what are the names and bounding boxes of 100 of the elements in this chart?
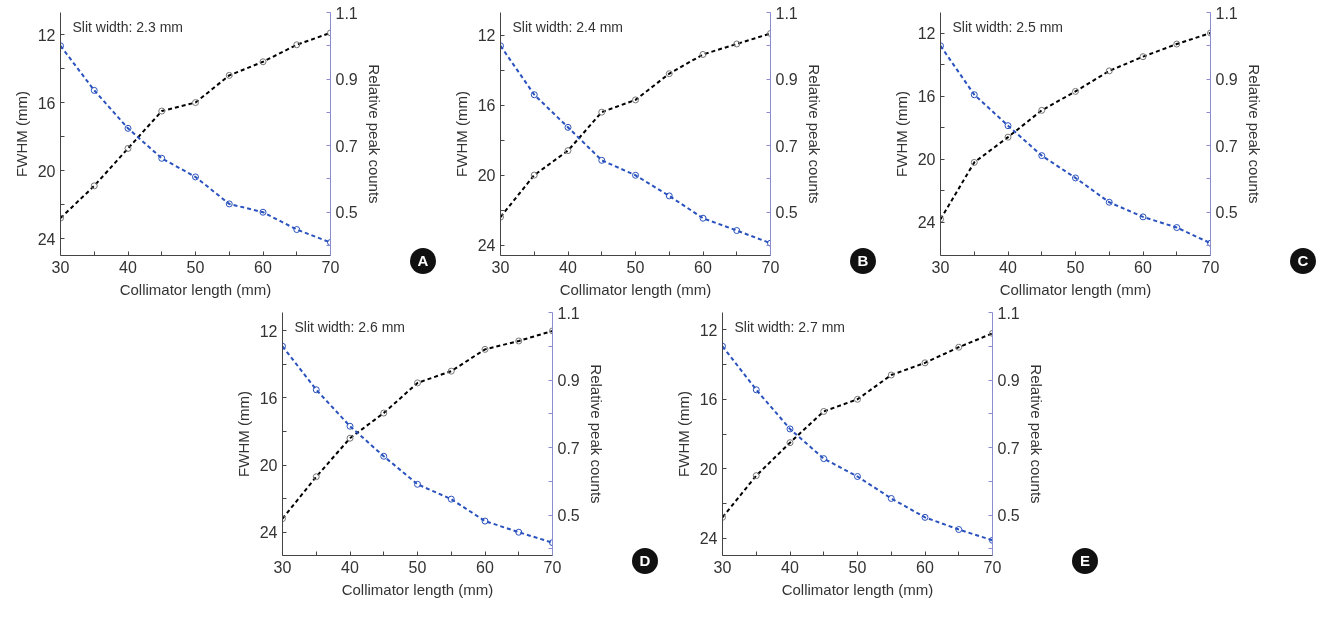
point (530, 91, 538, 99)
point (90, 86, 98, 94)
y2-tick-label: 1.1 (997, 304, 1020, 322)
annotation: Slit width: 2.5 mm (952, 18, 1063, 35)
y-tick-label: 12 (477, 27, 496, 45)
x-tick-label: 40 (999, 258, 1017, 276)
point (1004, 122, 1012, 130)
y-tick-label: 16 (37, 94, 56, 112)
point (447, 495, 455, 503)
y2-tick-label: 1.1 (1215, 4, 1238, 22)
point (1038, 152, 1046, 160)
y2-tick-label: 1.1 (335, 4, 358, 22)
point (380, 452, 388, 460)
point (970, 91, 978, 99)
text: C (1297, 251, 1309, 271)
point (192, 173, 199, 181)
x-tick-label: 30 (931, 258, 950, 276)
point (1173, 224, 1181, 232)
x-tick-label: 30 (491, 258, 510, 276)
x-tick-label: 40 (559, 258, 577, 276)
x-tick-label: 60 (476, 558, 494, 576)
point (414, 480, 421, 488)
y2-tick-label: 0.7 (1215, 137, 1238, 155)
y-tick-label: 20 (477, 167, 496, 185)
y-axis-title: FWHM (mm) (892, 91, 910, 177)
y-tick-label: 12 (37, 26, 56, 44)
point (598, 156, 606, 164)
y2-tick-label: 1.1 (775, 4, 798, 22)
y-tick-label: 12 (699, 321, 718, 339)
y-tick-label: 16 (477, 97, 496, 115)
x-tick-label: 70 (761, 258, 780, 276)
point (820, 455, 828, 463)
x-tick-label: 50 (1066, 258, 1085, 276)
y2-tick-label: 0.7 (775, 137, 798, 155)
text: E (1079, 551, 1090, 571)
x-axis-title: Collimator length (mm) (999, 280, 1152, 298)
y2-axis-title: Relative peak counts (365, 64, 383, 204)
x-tick-label: 60 (254, 258, 272, 276)
point (158, 154, 166, 162)
y2-axis-title: Relative peak counts (805, 64, 823, 204)
x-tick-label: 60 (1134, 258, 1152, 276)
y2-axis-title: Relative peak counts (1245, 64, 1263, 204)
x-axis-title: Collimator length (mm) (781, 580, 934, 598)
x-tick-label: 50 (408, 558, 427, 576)
annotation: Slit width: 2.7 mm (734, 318, 845, 335)
y-tick-label: 16 (917, 88, 936, 106)
x-tick-label: 40 (341, 558, 359, 576)
x-tick-label: 40 (119, 258, 137, 276)
y-tick-label: 24 (917, 214, 936, 232)
point (921, 513, 929, 521)
point (854, 473, 861, 481)
annotation: Slit width: 2.3 mm (72, 18, 183, 35)
y2-tick-label: 0.5 (335, 204, 358, 222)
point (887, 494, 895, 502)
y-tick-label: 24 (259, 524, 278, 542)
y2-tick-label: 0.7 (997, 439, 1020, 457)
y2-axis-title: Relative peak counts (1027, 364, 1045, 504)
x-tick-label: 60 (916, 558, 934, 576)
x-tick-label: 70 (543, 558, 562, 576)
y2-tick-label: 0.5 (997, 507, 1020, 524)
point (733, 227, 741, 235)
x-tick-label: 30 (51, 258, 70, 276)
y2-tick-label: 0.5 (557, 507, 580, 524)
point (699, 214, 707, 222)
point (346, 422, 354, 430)
point (752, 386, 760, 394)
y-tick-label: 16 (699, 391, 718, 409)
y-axis-title: FWHM (mm) (674, 391, 692, 477)
y2-tick-label: 1.1 (557, 304, 580, 322)
point (293, 226, 301, 234)
x-tick-label: 60 (694, 258, 712, 276)
y2-tick-label: 0.5 (775, 204, 798, 222)
text: B (857, 251, 869, 271)
point (481, 517, 489, 525)
x-axis-title: Collimator length (mm) (341, 580, 494, 598)
annotation: Slit width: 2.4 mm (512, 18, 623, 35)
point (632, 171, 639, 179)
x-tick-label: 50 (848, 558, 867, 576)
y-tick-label: 20 (259, 457, 278, 474)
point (515, 528, 523, 536)
point (786, 425, 794, 433)
y2-tick-label: 0.9 (1215, 71, 1238, 89)
y-tick-label: 24 (477, 237, 496, 255)
y-tick-label: 20 (37, 162, 56, 180)
x-tick-label: 30 (273, 558, 292, 576)
x-axis-title: Collimator length (mm) (119, 280, 272, 298)
point (1072, 174, 1079, 182)
y2-tick-label: 0.5 (1215, 204, 1238, 222)
point (665, 192, 673, 200)
x-axis-title: Collimator length (mm) (559, 280, 712, 298)
x-tick-label: 70 (983, 558, 1002, 576)
y2-tick-label: 0.7 (335, 137, 358, 155)
x-tick-label: 50 (186, 258, 205, 276)
x-tick-label: 70 (321, 258, 340, 276)
text: A (417, 251, 429, 271)
point (564, 123, 572, 131)
point (1105, 198, 1113, 206)
x-tick-label: 50 (626, 258, 645, 276)
y-axis-title: FWHM (mm) (234, 391, 252, 477)
point (225, 200, 233, 208)
